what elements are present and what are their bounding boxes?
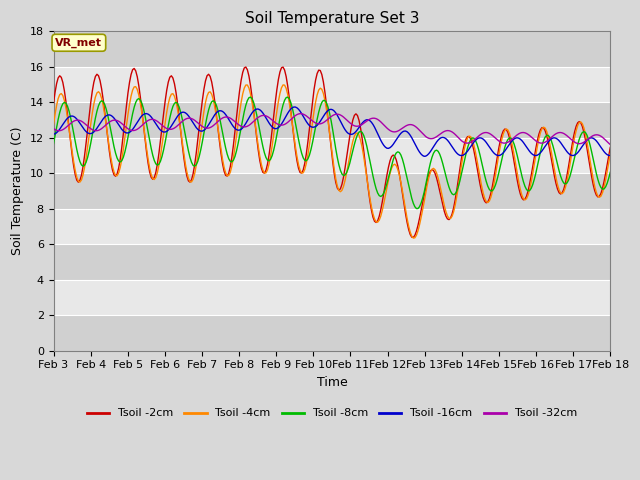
Bar xyxy=(54,102,611,138)
Tsoil -32cm xyxy=(234,121,242,127)
Tsoil -4cm xyxy=(410,235,417,241)
Tsoil -2cm xyxy=(245,73,253,79)
Line: Tsoil -16cm: Tsoil -16cm xyxy=(54,107,611,156)
Bar xyxy=(54,315,611,350)
Tsoil -32cm xyxy=(296,111,304,117)
Bar xyxy=(54,173,611,209)
Tsoil -8cm xyxy=(244,97,252,103)
Tsoil -8cm xyxy=(216,114,223,120)
Bar xyxy=(54,138,611,173)
Tsoil -32cm xyxy=(244,123,252,129)
Tsoil -2cm xyxy=(410,235,417,240)
Tsoil -8cm xyxy=(413,205,420,211)
Bar xyxy=(54,32,611,67)
Legend: Tsoil -2cm, Tsoil -4cm, Tsoil -8cm, Tsoil -16cm, Tsoil -32cm: Tsoil -2cm, Tsoil -4cm, Tsoil -8cm, Tsoi… xyxy=(83,404,581,423)
Tsoil -16cm xyxy=(234,127,242,133)
Tsoil -2cm xyxy=(294,166,302,171)
Tsoil -2cm xyxy=(118,145,125,151)
Tsoil -32cm xyxy=(216,117,223,123)
Tsoil -2cm xyxy=(234,100,242,106)
Tsoil -32cm xyxy=(118,120,125,126)
Tsoil -16cm xyxy=(290,104,298,110)
Tsoil -4cm xyxy=(234,121,242,127)
Tsoil -16cm xyxy=(216,108,223,114)
Line: Tsoil -32cm: Tsoil -32cm xyxy=(54,114,611,144)
Tsoil -8cm xyxy=(118,158,125,164)
Tsoil -8cm xyxy=(50,141,58,146)
Tsoil -8cm xyxy=(234,141,242,146)
Tsoil -16cm xyxy=(294,107,302,112)
Tsoil -16cm xyxy=(420,154,428,159)
Tsoil -8cm xyxy=(579,130,586,135)
Bar xyxy=(54,67,611,102)
Tsoil -2cm xyxy=(607,144,614,150)
X-axis label: Time: Time xyxy=(317,376,348,389)
Tsoil -2cm xyxy=(579,123,586,129)
Y-axis label: Soil Temperature (C): Soil Temperature (C) xyxy=(11,127,24,255)
Tsoil -4cm xyxy=(244,82,252,88)
Line: Tsoil -4cm: Tsoil -4cm xyxy=(54,85,611,238)
Tsoil -4cm xyxy=(118,156,125,162)
Tsoil -32cm xyxy=(293,112,301,118)
Tsoil -32cm xyxy=(577,141,584,146)
Tsoil -4cm xyxy=(279,82,287,88)
Tsoil -2cm xyxy=(216,138,223,144)
Title: Soil Temperature Set 3: Soil Temperature Set 3 xyxy=(244,11,419,26)
Tsoil -4cm xyxy=(50,122,58,128)
Tsoil -4cm xyxy=(607,151,614,157)
Tsoil -16cm xyxy=(118,126,125,132)
Tsoil -8cm xyxy=(607,169,614,175)
Tsoil -16cm xyxy=(579,144,586,149)
Tsoil -4cm xyxy=(579,121,586,127)
Bar xyxy=(54,244,611,280)
Tsoil -4cm xyxy=(216,136,223,142)
Tsoil -32cm xyxy=(50,126,58,132)
Bar xyxy=(54,280,611,315)
Tsoil -16cm xyxy=(50,132,58,137)
Text: VR_met: VR_met xyxy=(56,37,102,48)
Tsoil -2cm xyxy=(50,101,58,107)
Tsoil -2cm xyxy=(242,64,250,70)
Line: Tsoil -2cm: Tsoil -2cm xyxy=(54,67,611,238)
Tsoil -16cm xyxy=(244,118,252,124)
Bar xyxy=(54,209,611,244)
Line: Tsoil -8cm: Tsoil -8cm xyxy=(54,97,611,208)
Tsoil -4cm xyxy=(294,162,302,168)
Tsoil -8cm xyxy=(294,137,302,143)
Tsoil -16cm xyxy=(607,153,614,158)
Tsoil -32cm xyxy=(607,142,614,147)
Tsoil -8cm xyxy=(246,94,254,100)
